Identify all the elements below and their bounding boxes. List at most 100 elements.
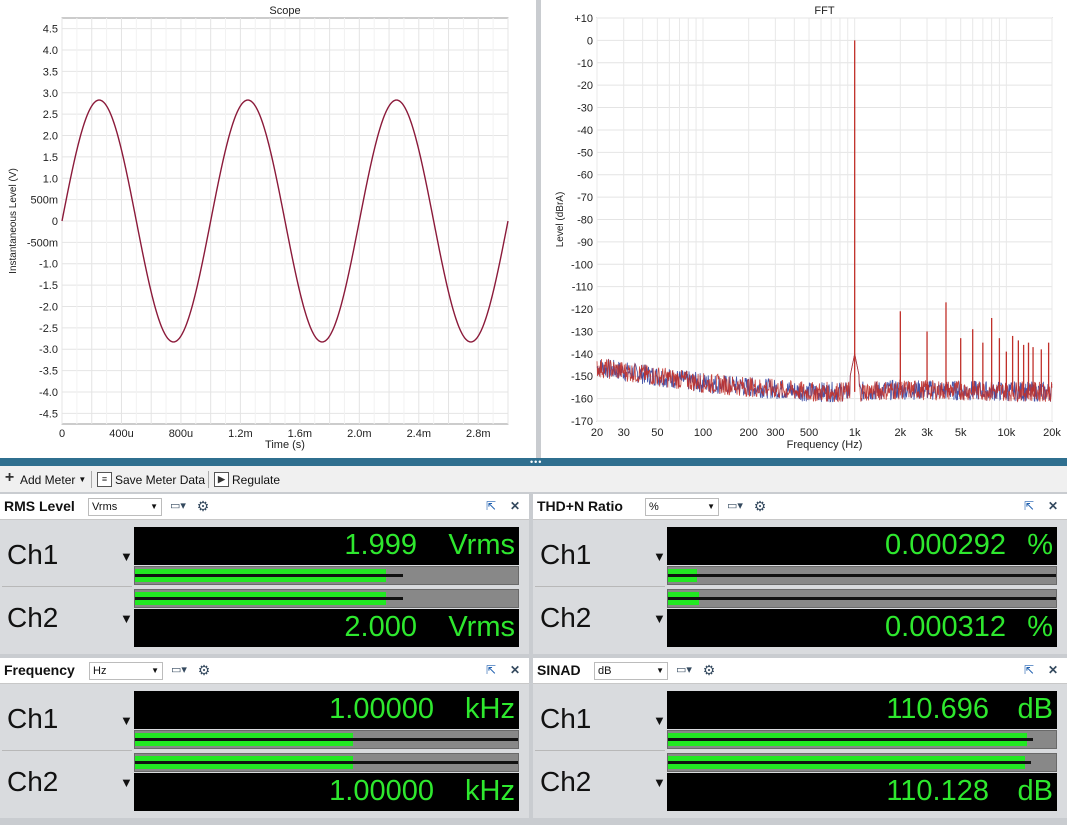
gear-icon[interactable]: ⚙	[197, 662, 211, 678]
y-tick-label: 4.5	[43, 24, 58, 36]
meter-bar	[134, 566, 519, 585]
channel-label: Ch2	[7, 602, 59, 633]
scope-graph-panel[interactable]: Scope 4.5 4.0 3.5 3.0 2.5 2.0 1.5 1.0 500m 0 -500m -…	[0, 0, 536, 458]
meter-value: 1.00000	[329, 693, 434, 725]
play-icon: ▶	[214, 472, 229, 487]
channel-dropdown-icon[interactable]: ▼	[120, 611, 133, 626]
x-tick-label: 1k	[849, 427, 861, 439]
y-tick-label: 3.0	[43, 88, 58, 100]
y-tick-label: 2.5	[43, 109, 58, 121]
meter-bar-peak	[668, 597, 1056, 600]
y-tick-label: -160	[571, 394, 593, 406]
unit-select[interactable]: dB ▼	[594, 662, 668, 680]
y-tick-label: -150	[571, 371, 593, 383]
channel-dropdown-icon[interactable]: ▼	[653, 611, 666, 626]
x-tick-label: 200	[739, 427, 757, 439]
unit-select[interactable]: Vrms ▼	[88, 498, 162, 516]
regulate-button[interactable]: ▶ Regulate	[214, 470, 280, 489]
graph-view-icon[interactable]: ▭▾	[171, 664, 187, 676]
unit-select[interactable]: Hz ▼	[89, 662, 163, 680]
meter-bar	[134, 589, 519, 608]
meter-readout: 0.000312%	[667, 609, 1057, 647]
fft-y-axis-label: Level (dBrA)	[555, 192, 566, 248]
gear-icon[interactable]: ⚙	[702, 662, 716, 678]
unit-select[interactable]: % ▼	[645, 498, 719, 516]
graph-view-icon[interactable]: ▭▾	[676, 664, 692, 676]
x-tick-label: 300	[766, 427, 784, 439]
meter-unit: Vrms	[448, 529, 515, 561]
meter-bar	[667, 753, 1057, 772]
y-tick-label: 3.5	[43, 66, 58, 78]
y-tick-label: 0	[52, 216, 58, 228]
x-tick-label: 2k	[895, 427, 907, 439]
chevron-down-icon: ▼	[150, 502, 158, 511]
y-tick-label: 2.0	[43, 131, 58, 143]
y-tick-label: -3.5	[39, 366, 58, 378]
x-tick-label: 400u	[109, 428, 133, 440]
gear-icon[interactable]: ⚙	[753, 498, 767, 514]
chevron-down-icon: ▼	[78, 475, 87, 484]
y-tick-label: 0	[587, 35, 593, 47]
gear-icon[interactable]: ⚙	[196, 498, 210, 514]
meter-value: 0.000292	[885, 529, 1006, 561]
fft-x-axis-label: Frequency (Hz)	[787, 439, 863, 451]
y-tick-label: -1.5	[39, 280, 58, 292]
close-icon[interactable]: ✕	[509, 499, 521, 513]
fft-graph-panel[interactable]: FFT +10 0 -10 -20 -30 -40 -50 -60 -70 -80 -90 -100 -1…	[541, 0, 1067, 458]
scope-title: Scope	[269, 5, 300, 17]
y-tick-label: 4.0	[43, 45, 58, 57]
channel-dropdown-icon[interactable]: ▼	[653, 713, 666, 728]
meter-title: THD+N Ratio	[537, 498, 623, 514]
pop-out-icon[interactable]: ⇱	[1023, 663, 1035, 677]
toolbar-divider	[91, 471, 92, 488]
add-meter-button[interactable]: + Add Meter ▼	[2, 470, 86, 489]
meter-readout: 110.128 dB	[667, 773, 1057, 811]
channel-divider	[535, 750, 665, 751]
close-icon[interactable]: ✕	[1047, 499, 1059, 513]
channel-dropdown-icon[interactable]: ▼	[653, 775, 666, 790]
meter-bar	[667, 589, 1057, 608]
scope-y-axis-label: Instantaneous Level (V)	[8, 168, 19, 274]
y-tick-label: -50	[577, 147, 593, 159]
x-tick-label: 1.6m	[288, 428, 312, 440]
pop-out-icon[interactable]: ⇱	[1023, 499, 1035, 513]
close-icon[interactable]: ✕	[1047, 663, 1059, 677]
channel-dropdown-icon[interactable]: ▼	[653, 549, 666, 564]
meter-readout: 1.00000 kHz	[134, 773, 519, 811]
save-meter-data-button[interactable]: ≡ Save Meter Data	[97, 470, 205, 489]
channel-label: Ch1	[7, 539, 59, 570]
x-tick-label: 20k	[1043, 427, 1061, 439]
meter-unit: %	[1027, 611, 1053, 643]
y-tick-label: -20	[577, 80, 593, 92]
meter-readout: 1.00000 kHz	[134, 691, 519, 729]
pop-out-icon[interactable]: ⇱	[485, 663, 497, 677]
y-tick-label: -140	[571, 349, 593, 361]
y-tick-label: -170	[571, 416, 593, 428]
x-tick-label: 1.2m	[228, 428, 252, 440]
panel-splitter[interactable]: •••	[0, 458, 1067, 467]
close-icon[interactable]: ✕	[509, 663, 521, 677]
meter-bar-peak	[135, 761, 518, 764]
frequency-meter: Frequency Hz ▼ ▭▾ ⚙ ⇱ ✕ Ch1 ▼ 1.00000 kHz Ch2 ▼ 1.000…	[0, 658, 529, 818]
channel-dropdown-icon[interactable]: ▼	[120, 549, 133, 564]
graph-view-icon[interactable]: ▭▾	[727, 500, 743, 512]
fft-trace	[596, 353, 1053, 403]
y-tick-label: -120	[571, 304, 593, 316]
channel-dropdown-icon[interactable]: ▼	[120, 713, 133, 728]
x-tick-label: 800u	[169, 428, 193, 440]
scope-chart: Scope 4.5 4.0 3.5 3.0 2.5 2.0 1.5 1.0 500m 0 -500m -…	[8, 5, 509, 451]
graph-view-icon[interactable]: ▭▾	[170, 500, 186, 512]
y-tick-label: 1.5	[43, 152, 58, 164]
meter-header: RMS Level Vrms ▼ ▭▾ ⚙ ⇱ ✕	[0, 494, 529, 520]
channel-dropdown-icon[interactable]: ▼	[120, 775, 133, 790]
meter-title: RMS Level	[4, 498, 75, 514]
save-data-icon: ≡	[97, 472, 112, 487]
meter-bar-peak	[668, 738, 1033, 741]
channel-label: Ch1	[540, 539, 592, 570]
save-meter-data-label: Save Meter Data	[115, 472, 206, 487]
y-tick-label: -1.0	[39, 259, 58, 271]
pop-out-icon[interactable]: ⇱	[485, 499, 497, 513]
scope-trace	[61, 99, 509, 343]
meter-bar	[134, 753, 519, 772]
meter-bar-peak	[668, 761, 1031, 764]
